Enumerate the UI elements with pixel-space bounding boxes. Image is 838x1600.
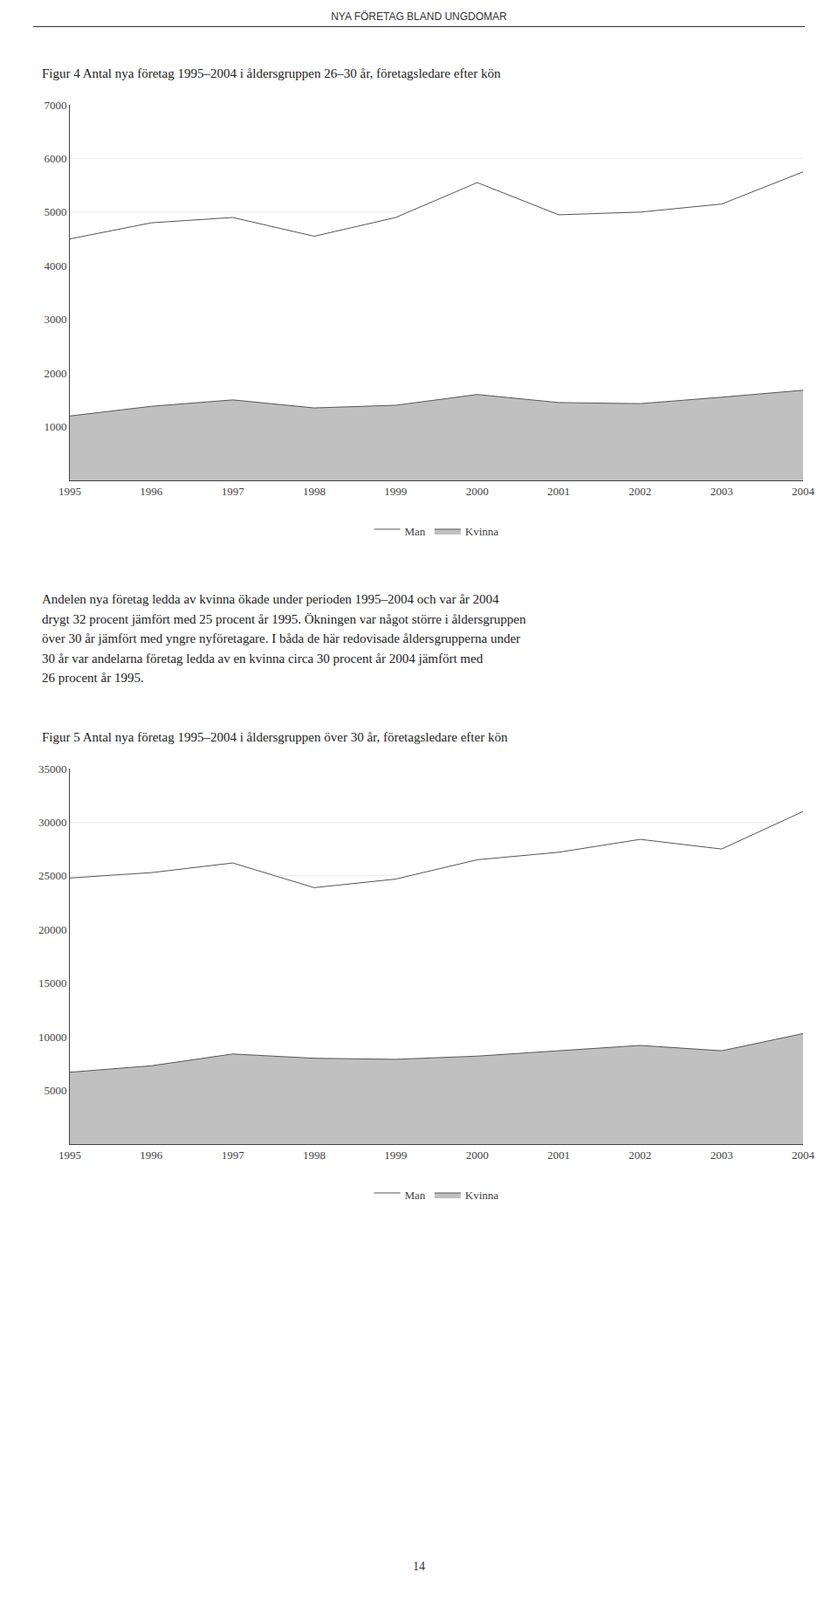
svg-text:2001: 2001 bbox=[547, 1147, 571, 1161]
svg-text:Kvinna: Kvinna bbox=[465, 524, 500, 538]
svg-text:2003: 2003 bbox=[710, 484, 734, 498]
svg-text:5000: 5000 bbox=[43, 1083, 67, 1097]
html-text:30 år var andelarna företag le: 30 år var andelarna företag ledda av en … bbox=[41, 650, 483, 665]
svg-text:Figur 4 Antal nya företag 1995: Figur 4 Antal nya företag 1995–2004 i ål… bbox=[41, 66, 502, 81]
svg-text:2000: 2000 bbox=[43, 366, 67, 380]
html-text:26 procent år 1995.: 26 procent år 1995. bbox=[41, 670, 144, 685]
svg-text:7000: 7000 bbox=[43, 98, 67, 112]
html-text:NYA FÖRETAG BLAND UNGDOMAR: NYA FÖRETAG BLAND UNGDOMAR bbox=[331, 10, 507, 23]
svg-text:20000: 20000 bbox=[38, 922, 68, 936]
svg-text:Figur 5 Antal nya företag 1995: Figur 5 Antal nya företag 1995–2004 i ål… bbox=[41, 729, 509, 744]
svg-text:2001: 2001 bbox=[547, 484, 571, 498]
svg-text:2003: 2003 bbox=[710, 1147, 734, 1161]
svg-text:25000: 25000 bbox=[38, 868, 68, 882]
svg-text:6000: 6000 bbox=[43, 151, 67, 165]
svg-text:Man: Man bbox=[405, 524, 426, 538]
svg-text:2004: 2004 bbox=[791, 1147, 816, 1161]
svg-text:2000: 2000 bbox=[466, 484, 489, 498]
html-text:över 30 år jämfört med yngre n: över 30 år jämfört med yngre nyföretagar… bbox=[41, 631, 521, 646]
svg-text:1997: 1997 bbox=[221, 1147, 246, 1161]
svg-text:5000: 5000 bbox=[43, 205, 67, 219]
svg-text:1996: 1996 bbox=[139, 484, 164, 498]
svg-text:2000: 2000 bbox=[466, 1147, 489, 1161]
html-text:14: 14 bbox=[412, 1559, 426, 1573]
html-text:drygt 32 procent jämfört med 2: drygt 32 procent jämfört med 25 procent … bbox=[41, 611, 526, 626]
svg-text:30000: 30000 bbox=[38, 815, 68, 829]
svg-text:3000: 3000 bbox=[43, 312, 67, 326]
svg-text:1999: 1999 bbox=[384, 484, 407, 498]
svg-text:4000: 4000 bbox=[43, 259, 67, 273]
svg-text:2004: 2004 bbox=[791, 484, 816, 498]
svg-text:15000: 15000 bbox=[38, 975, 68, 990]
svg-text:1000: 1000 bbox=[43, 419, 67, 433]
html-text:Andelen nya företag ledda av k: Andelen nya företag ledda av kvinna ökad… bbox=[41, 591, 499, 606]
svg-text:1995: 1995 bbox=[58, 484, 82, 498]
svg-text:1995: 1995 bbox=[58, 1147, 82, 1161]
svg-text:35000: 35000 bbox=[38, 762, 68, 776]
svg-text:10000: 10000 bbox=[38, 1030, 68, 1044]
svg-text:1999: 1999 bbox=[384, 1147, 407, 1161]
svg-text:1996: 1996 bbox=[139, 1147, 164, 1161]
svg-text:Man: Man bbox=[405, 1188, 426, 1202]
svg-text:Kvinna: Kvinna bbox=[465, 1188, 500, 1202]
svg-text:2002: 2002 bbox=[628, 484, 652, 498]
svg-text:1997: 1997 bbox=[221, 484, 246, 498]
svg-text:1998: 1998 bbox=[302, 1147, 326, 1161]
svg-text:1998: 1998 bbox=[302, 484, 326, 498]
svg-text:2002: 2002 bbox=[628, 1147, 652, 1161]
